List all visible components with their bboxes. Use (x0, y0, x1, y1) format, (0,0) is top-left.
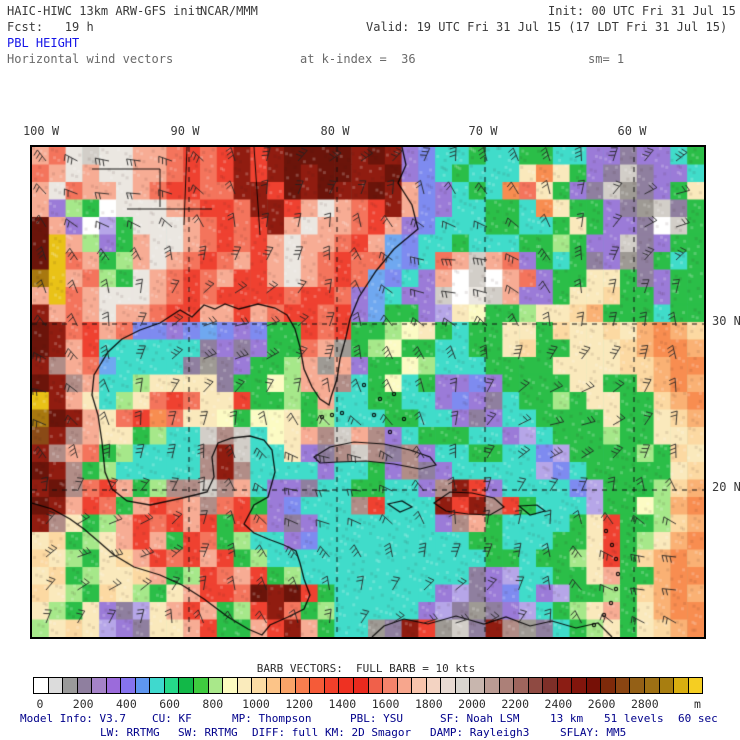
colorbar-cell (673, 677, 689, 694)
colorbar-cell (353, 677, 369, 694)
colorbar-tick: 600 (159, 697, 180, 711)
lon-label: 60 W (617, 124, 647, 138)
model-config-item: 51 levels (604, 712, 664, 725)
colorbar-cell (600, 677, 616, 694)
colorbar-cell (91, 677, 107, 694)
colorbar-tick: 2800 (630, 697, 659, 711)
colorbar-cell (105, 677, 122, 694)
colorbar-cell (411, 677, 427, 694)
colorbar-cell (251, 677, 267, 694)
colorbar-tick: 2000 (458, 697, 486, 711)
colorbar-cell (178, 677, 195, 694)
barb-legend: BARB VECTORS: FULL BARB = 10 kts (256, 662, 476, 675)
colorbar-cell (309, 677, 325, 694)
model-config-item: DAMP: Rayleigh3 (430, 726, 530, 739)
colorbar-cell (222, 677, 238, 694)
colorbar-cell (658, 677, 675, 694)
colorbar-cell (207, 677, 224, 694)
colorbar-cell (120, 677, 136, 694)
smoothing-label: sm= 1 (588, 52, 625, 66)
colorbar-cell (323, 677, 340, 694)
colorbar-cell (425, 677, 442, 694)
colorbar-cell (62, 677, 78, 694)
colorbar-cell (629, 677, 645, 694)
lon-label: 100 W (22, 124, 60, 138)
colorbar-tick: 1800 (414, 697, 443, 711)
model-config-item: DIFF: full (252, 726, 319, 739)
lon-label: 70 W (468, 124, 498, 138)
colorbar-cell (294, 677, 311, 694)
colorbar-cell (47, 677, 64, 694)
colorbar-cell (614, 677, 631, 694)
colorbar-unit: m (694, 697, 701, 711)
colorbar-cell (149, 677, 165, 694)
colorbar-cell (440, 677, 456, 694)
colorbar-cell (571, 677, 587, 694)
colorbar-tick: 2400 (544, 697, 573, 711)
colorbar-tick: 1200 (285, 697, 314, 711)
model-config-item: PBL: YSU (350, 712, 403, 725)
colorbar-cell (483, 677, 500, 694)
colorbar-tick: 1400 (328, 697, 357, 711)
k-index-label: at k-index = 36 (300, 52, 416, 66)
colorbar-tick: 1000 (242, 697, 270, 711)
colorbar-cell (280, 677, 296, 694)
colorbar-tick: 400 (116, 697, 137, 711)
model-config-item: 60 sec (678, 712, 718, 725)
lon-label: 80 W (320, 124, 350, 138)
colorbar-cell (367, 677, 384, 694)
colorbar-cell (643, 677, 660, 694)
colorbar-cell (585, 677, 602, 694)
colorbar-tick: 2200 (501, 697, 530, 711)
colorbar-cell (556, 677, 573, 694)
colorbar-cell (236, 677, 253, 694)
colorbar-tick: 200 (72, 697, 94, 711)
forecast-hour-label: Fcst: 19 h (7, 20, 94, 34)
map-frame (30, 145, 706, 639)
colorbar-tick: 1600 (371, 697, 400, 711)
model-config-item: KM: 2D Smagor (325, 726, 412, 739)
colorbar-cell (33, 677, 49, 694)
colorbar-cell (542, 677, 558, 694)
model-config-item: CU: KF (152, 712, 192, 725)
model-config-item: SFLAY: MM5 (560, 726, 627, 739)
colorbar-tick: 800 (202, 697, 224, 711)
lon-label: 90 W (170, 124, 200, 138)
init-time-label: Init: 00 UTC Fri 31 Jul 15 (548, 4, 736, 18)
colorbar-cell (687, 677, 704, 694)
colorbar-cell (469, 677, 485, 694)
model-config-item: SW: RRTMG (178, 726, 238, 739)
model-config-item: 13 km (550, 712, 584, 725)
pbl-height-map-canvas (32, 147, 704, 637)
colorbar-tick: 0 (36, 697, 44, 711)
lat-label: 20 N (712, 480, 740, 494)
overlay-subtitle: Horizontal wind vectors (7, 52, 174, 66)
colorbar-cell (338, 677, 355, 694)
colorbar-cell (454, 677, 471, 694)
colorbar (33, 677, 704, 694)
colorbar-cell (76, 677, 93, 694)
valid-time-label: Valid: 19 UTC Fri 31 Jul 15 (17 LDT Fri … (366, 20, 728, 34)
model-config-item: Model Info: V3.7 (20, 712, 126, 725)
colorbar-cell (527, 677, 544, 694)
colorbar-cell (193, 677, 209, 694)
field-title: PBL HEIGHT (7, 36, 80, 50)
model-config-item: SF: Noah LSM (440, 712, 520, 725)
colorbar-tick: 2600 (587, 697, 616, 711)
colorbar-cell (513, 677, 529, 694)
model-title: HAIC-HIWC 13km ARW-GFS init (7, 4, 203, 18)
lat-label: 30 N (712, 314, 740, 328)
model-config-item: MP: Thompson (232, 712, 312, 725)
colorbar-cell (134, 677, 151, 694)
colorbar-cell (382, 677, 398, 694)
colorbar-cell (163, 677, 180, 694)
colorbar-cell (498, 677, 515, 694)
colorbar-cell (396, 677, 413, 694)
model-config-item: LW: RRTMG (100, 726, 160, 739)
institution-label: NCAR/MMM (200, 4, 258, 18)
colorbar-cell (265, 677, 282, 694)
